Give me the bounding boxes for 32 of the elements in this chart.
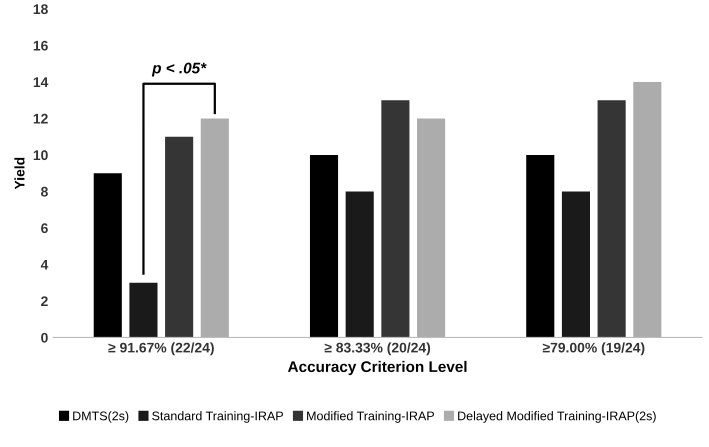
bar <box>526 154 554 338</box>
x-axis-title: Accuracy Criterion Level <box>288 360 466 376</box>
bar <box>562 191 590 338</box>
bar <box>381 100 410 338</box>
x-tick-label: ≥ 83.33% (20/24) <box>324 342 430 356</box>
y-tick-label: 18 <box>34 4 48 14</box>
y-tick-label: 14 <box>34 77 48 87</box>
bar <box>598 100 626 338</box>
y-tick-label: 10 <box>34 150 48 160</box>
y-tick-label: 0 <box>41 332 48 343</box>
annotation: p < .05* <box>152 62 207 76</box>
y-tick-label: 8 <box>41 186 48 197</box>
bar <box>200 118 229 338</box>
y-tick-label: 12 <box>34 114 48 124</box>
x-tick-label: ≥79.00% (19/24) <box>542 342 644 356</box>
bar <box>310 154 338 338</box>
legend-label: Delayed Modified Training-IRAP(2s) <box>458 411 656 423</box>
y-tick-label: 6 <box>41 223 48 234</box>
y-tick-label: 4 <box>40 260 48 270</box>
x-tick-label: ≥ 91.67% (22/24) <box>108 342 214 356</box>
bar <box>417 118 446 338</box>
legend-label: Modified Training-IRAP <box>307 411 434 423</box>
bar <box>94 173 122 338</box>
y-axis-title: Yield <box>14 158 25 190</box>
legend-label: DMTS(2s) <box>73 411 128 423</box>
bar <box>633 82 662 338</box>
y-tick-label: 16 <box>34 40 48 51</box>
legend-label: Standard Training-IRAP <box>152 411 283 423</box>
bar <box>346 191 374 338</box>
bar <box>129 282 158 338</box>
bar <box>165 136 194 338</box>
y-tick-label: 2 <box>41 296 48 306</box>
